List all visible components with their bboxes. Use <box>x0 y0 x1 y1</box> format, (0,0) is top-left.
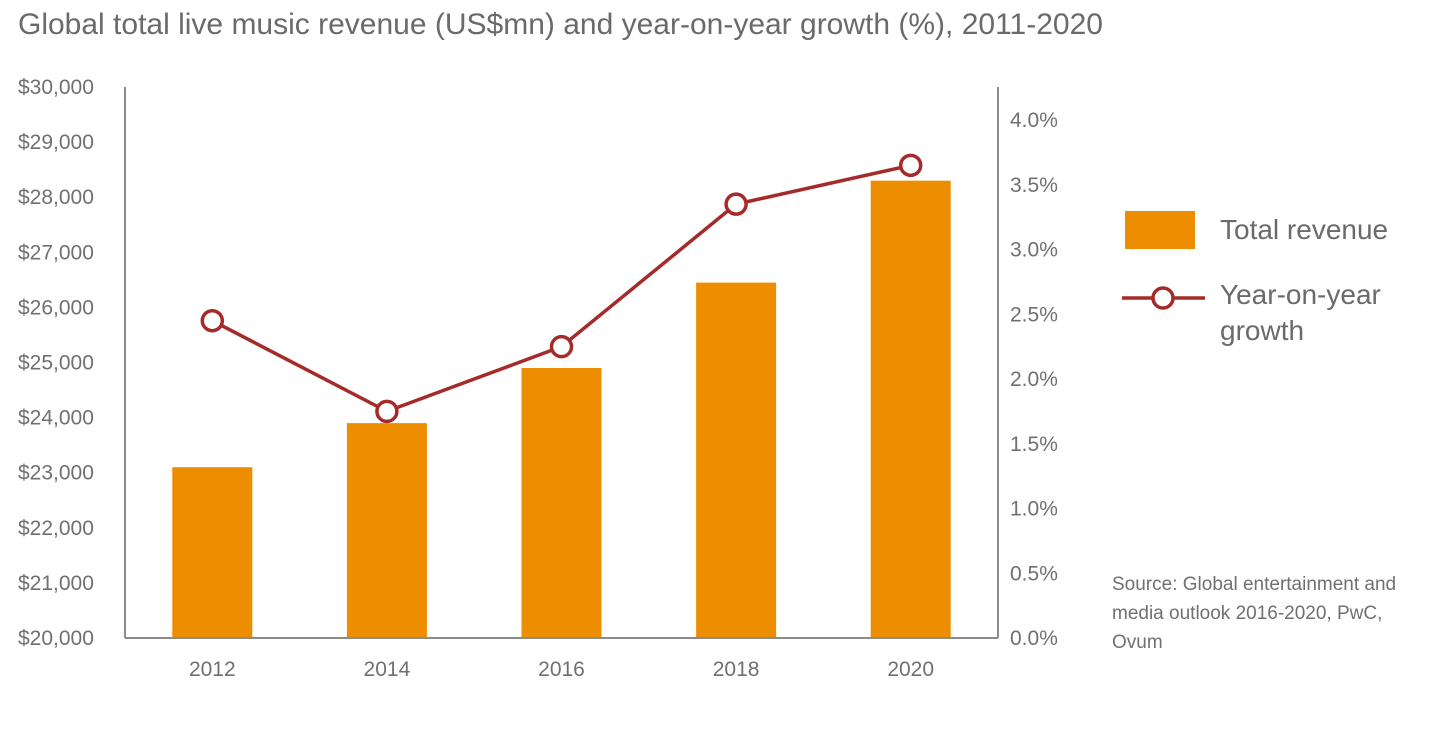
bar-2012 <box>172 467 253 638</box>
growth-point-2020 <box>898 153 923 178</box>
y-right-tick-label: 0.0% <box>1010 627 1058 650</box>
growth-point-2012 <box>200 308 225 333</box>
y-left-tick-label: $24,000 <box>18 407 94 430</box>
tick-labels-layer: $20,000 $21,000 $22,000 $23,000 $24,000 $25,0… <box>18 76 1058 681</box>
growth-point-2016 <box>549 334 574 359</box>
y-left-tick-label: $23,000 <box>18 462 94 485</box>
x-tick-label: 2012 <box>189 658 236 681</box>
y-right-tick-label: 2.0% <box>1010 368 1058 391</box>
growth-point-2018 <box>724 192 748 216</box>
growth-line-layer <box>200 153 923 424</box>
y-left-tick-label: $25,000 <box>18 352 94 375</box>
x-tick-label: 2018 <box>713 658 760 681</box>
y-right-tick-label: 4.0% <box>1010 109 1058 132</box>
y-left-tick-label: $21,000 <box>18 572 94 595</box>
chart-title: Global total live music revenue (US$mn) … <box>18 8 1103 41</box>
bar-2014 <box>346 423 427 638</box>
legend-label-growth-1: Year-on-year <box>1220 279 1381 310</box>
y-left-tick-label: $30,000 <box>18 76 94 99</box>
x-tick-label: 2016 <box>538 658 585 681</box>
growth-point-2014 <box>375 399 399 424</box>
bar-2016 <box>521 368 602 638</box>
bar-2020 <box>870 180 951 639</box>
legend-label-growth-2: growth <box>1220 315 1304 346</box>
y-right-tick-label: 3.0% <box>1010 239 1058 262</box>
x-tick-label: 2014 <box>364 658 411 681</box>
legend-bar-swatch <box>1125 211 1195 249</box>
legend: Total revenue Year-on-year growth <box>1122 211 1388 346</box>
y-left-tick-label: $27,000 <box>18 241 94 264</box>
y-left-tick-label: $26,000 <box>18 296 94 319</box>
x-tick-label: 2020 <box>887 658 934 681</box>
legend-line-marker <box>1151 286 1175 310</box>
y-left-tick-label: $29,000 <box>18 131 94 154</box>
y-right-tick-label: 3.5% <box>1010 174 1058 197</box>
bars-layer <box>172 180 951 639</box>
y-left-tick-label: $28,000 <box>18 186 94 209</box>
y-right-tick-label: 2.5% <box>1010 303 1058 326</box>
bar-2018 <box>696 282 777 638</box>
y-right-tick-label: 0.5% <box>1010 562 1058 585</box>
axes-layer <box>124 87 999 639</box>
y-right-tick-label: 1.0% <box>1010 498 1058 521</box>
y-right-tick-label: 1.5% <box>1010 433 1058 456</box>
y-left-tick-label: $20,000 <box>18 627 94 650</box>
legend-label-total-revenue: Total revenue <box>1220 214 1388 245</box>
source-note: Source: Global entertainment and media o… <box>1112 574 1397 653</box>
y-left-tick-label: $22,000 <box>18 517 94 540</box>
